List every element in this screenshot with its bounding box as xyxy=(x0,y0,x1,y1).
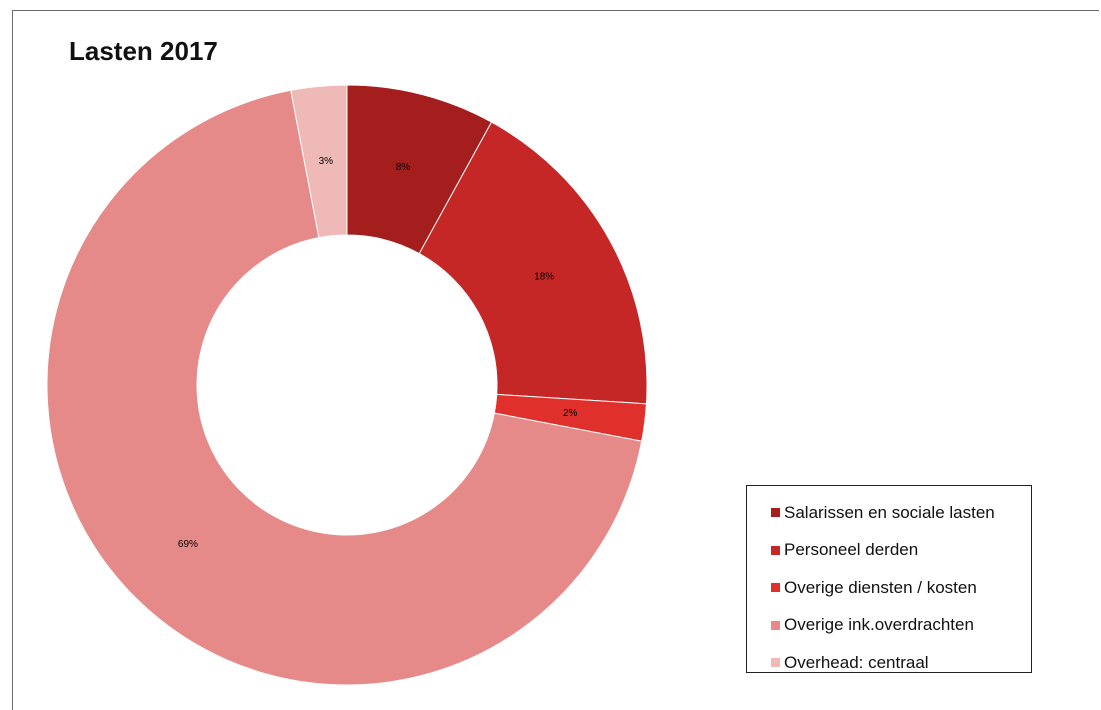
chart-legend: Salarissen en sociale lasten Personeel d… xyxy=(746,485,1032,673)
slice-data-label: 69% xyxy=(178,539,198,550)
slice-data-label: 3% xyxy=(319,156,334,167)
legend-swatch xyxy=(771,658,780,668)
legend-item: Salarissen en sociale lasten xyxy=(747,494,1031,532)
legend-label: Salarissen en sociale lasten xyxy=(784,502,995,522)
legend-label: Personeel derden xyxy=(784,540,919,560)
legend-item: Personeel derden xyxy=(747,532,1031,570)
legend-item: Overige diensten / kosten xyxy=(747,569,1031,607)
donut-slice xyxy=(46,89,643,686)
legend-swatch xyxy=(771,545,780,555)
chart-frame xyxy=(12,10,1099,710)
legend-item: Overhead: centraal xyxy=(747,644,1031,682)
legend-swatch xyxy=(771,508,780,518)
chart-title: Lasten 2017 xyxy=(69,36,218,66)
legend-label: Overhead: centraal xyxy=(784,652,929,672)
legend-label: Overige diensten / kosten xyxy=(784,577,977,597)
slice-data-label: 2% xyxy=(563,408,578,419)
legend-label: Overige ink.overdrachten xyxy=(784,615,974,635)
donut-slice xyxy=(418,121,648,405)
legend-swatch xyxy=(771,620,780,630)
slice-data-label: 18% xyxy=(534,272,554,283)
legend-swatch xyxy=(771,583,780,593)
donut-slice xyxy=(290,84,348,239)
legend-item: Overige ink.overdrachten xyxy=(747,607,1031,645)
slice-data-label: 8% xyxy=(396,162,411,173)
